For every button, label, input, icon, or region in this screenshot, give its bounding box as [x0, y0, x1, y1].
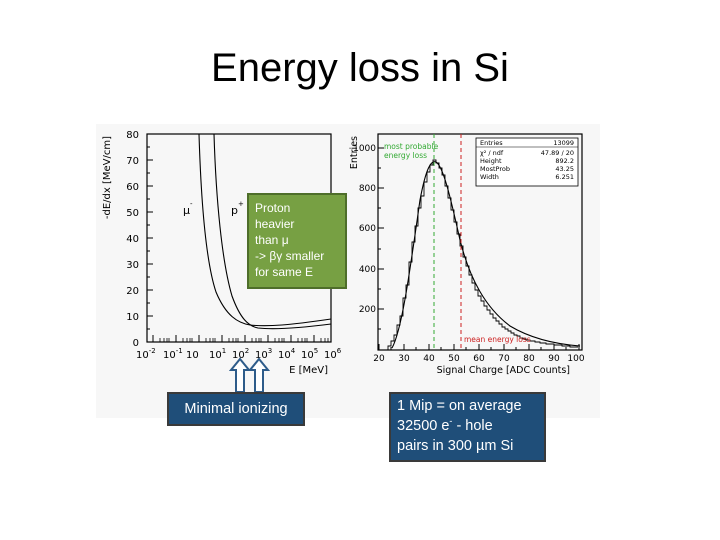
proton-note-callout: Proton heavier than μ -> βγ smaller for …	[247, 193, 347, 289]
up-arrow-icon	[228, 357, 252, 393]
proton-note-line: -> βγ smaller	[255, 249, 325, 263]
signal-histogram-plot: 1000 800 600 400 200 Entries	[349, 133, 585, 376]
histogram-x-tick-label: 90	[548, 354, 560, 364]
histogram-x-ticks	[378, 344, 580, 350]
dedx-y-tick-label: 20	[126, 286, 139, 297]
fit-stats-row-name: Height	[480, 157, 502, 165]
histogram-x-axis-label: Signal Charge [ADC Counts]	[437, 365, 570, 376]
histogram-y-tick-label: 1000	[353, 144, 376, 154]
histogram-y-tick-label: 800	[359, 184, 376, 194]
histogram-x-tick-label: 80	[523, 354, 535, 364]
fit-stats-row-value: 47.89 / 20	[541, 149, 574, 157]
histogram-x-tick-label: 40	[423, 354, 435, 364]
mip-note-callout: 1 Mip = on average 32500 e- - hole pairs…	[389, 392, 546, 462]
histogram-y-ticks	[378, 147, 384, 330]
histogram-y-tick-label: 600	[359, 224, 376, 234]
histogram-y-axis-label: Entries	[349, 136, 360, 169]
dedx-y-axis-label: -dE/dx [MeV/cm]	[102, 136, 113, 219]
dedx-y-tick-label: 50	[126, 208, 139, 219]
proton-note-line: Proton	[255, 201, 291, 215]
histogram-frame	[377, 133, 583, 351]
histogram-x-tick-label: 50	[448, 354, 460, 364]
dedx-plot: 80 70 60 50 40 30 20 10 0 -dE/dx [MeV/cm…	[102, 130, 342, 376]
dedx-x-tick-label: 106	[324, 347, 342, 361]
dedx-y-tick-label: 10	[126, 312, 139, 323]
dedx-y-tick-label: 40	[126, 234, 139, 245]
fit-stats-row-name: MostProb	[480, 165, 510, 173]
dedx-y-ticks	[147, 133, 153, 343]
up-arrow-icon	[247, 357, 271, 393]
muon-curve-label: μ	[183, 204, 190, 217]
dedx-x-tick-label: 105	[301, 347, 318, 361]
fit-stats-header-name: Entries	[480, 139, 503, 147]
proton-note-line: than μ	[255, 233, 289, 247]
fit-stats-row-name: χ² / ndf	[480, 149, 504, 157]
fit-stats-row-value: 892.2	[555, 157, 574, 165]
histogram-x-tick-labels: 20 30 40 50 60 70 80 90 100	[373, 354, 585, 364]
dedx-x-tick-label: 104	[278, 347, 296, 361]
dedx-y-tick-label: 0	[133, 338, 139, 349]
histogram-x-tick-label: 60	[473, 354, 485, 364]
minimal-ionizing-arrows	[228, 357, 271, 393]
dedx-x-tick-label: 103	[255, 347, 272, 361]
fit-stats-row-name: Width	[480, 173, 499, 181]
mip-note-line: 32500 e- - hole	[397, 416, 493, 434]
dedx-x-axis-label: E [MeV]	[289, 365, 328, 376]
mip-note-line: 1 Mip = on average	[397, 398, 522, 414]
fit-stats-frame	[475, 137, 579, 187]
histogram-bars	[387, 159, 578, 350]
most-probable-label: most probable	[384, 142, 439, 151]
dedx-x-minor-ticks	[159, 338, 329, 342]
fit-stats-header-value: 13099	[553, 139, 574, 147]
muon-dedx-curve	[198, 133, 332, 327]
dedx-x-tick-label: 10	[186, 350, 199, 361]
dedx-x-ticks	[152, 335, 315, 342]
dedx-x-tick-label: 10-1	[163, 347, 183, 361]
histogram-x-tick-label: 70	[498, 354, 510, 364]
proton-note-line: heavier	[255, 217, 295, 231]
histogram-x-tick-label: 20	[373, 354, 385, 364]
dedx-y-tick-label: 70	[126, 156, 139, 167]
histogram-x-tick-label: 100	[567, 354, 584, 364]
mean-energy-loss-label: mean energy loss	[464, 335, 531, 344]
dedx-y-tick-label: 30	[126, 260, 139, 271]
dedx-y-tick-label: 80	[126, 130, 139, 141]
proton-note-line: for same E	[255, 265, 314, 279]
fit-stats-row-value: 43.25	[555, 165, 574, 173]
proton-curve-label-sign: +	[238, 200, 244, 208]
muon-curve-label-sign: -	[190, 200, 193, 208]
histogram-y-tick-label: 200	[359, 305, 376, 315]
proton-dedx-curve	[213, 133, 332, 330]
most-probable-label: energy loss	[384, 151, 427, 160]
dedx-x-tick-label: 101	[209, 347, 226, 361]
dedx-y-tick-label: 60	[126, 182, 139, 193]
histogram-x-tick-label: 30	[398, 354, 410, 364]
fit-stats-box: Entries 13099 χ² / ndf 47.89 / 20 Height…	[475, 137, 579, 187]
landau-fit-curve	[391, 161, 581, 349]
dedx-x-tick-label: 102	[232, 347, 249, 361]
histogram-y-tick-labels: 1000 800 600 400 200	[353, 144, 376, 315]
dedx-x-tick-labels: 10-2 10-1 10 101 102 103 104 105 106	[136, 347, 342, 361]
mip-note-line: pairs in 300 µm Si	[397, 438, 514, 454]
fit-stats-row-value: 6.251	[555, 173, 574, 181]
proton-curve-label: p	[231, 204, 238, 217]
dedx-x-tick-label: 10-2	[136, 347, 156, 361]
histogram-y-tick-label: 400	[359, 265, 376, 275]
dedx-y-tick-labels: 80 70 60 50 40 30 20 10 0	[126, 130, 139, 349]
slide-title: Energy loss in Si	[211, 46, 509, 90]
minimal-ionizing-callout: Minimal ionizing	[167, 392, 305, 426]
